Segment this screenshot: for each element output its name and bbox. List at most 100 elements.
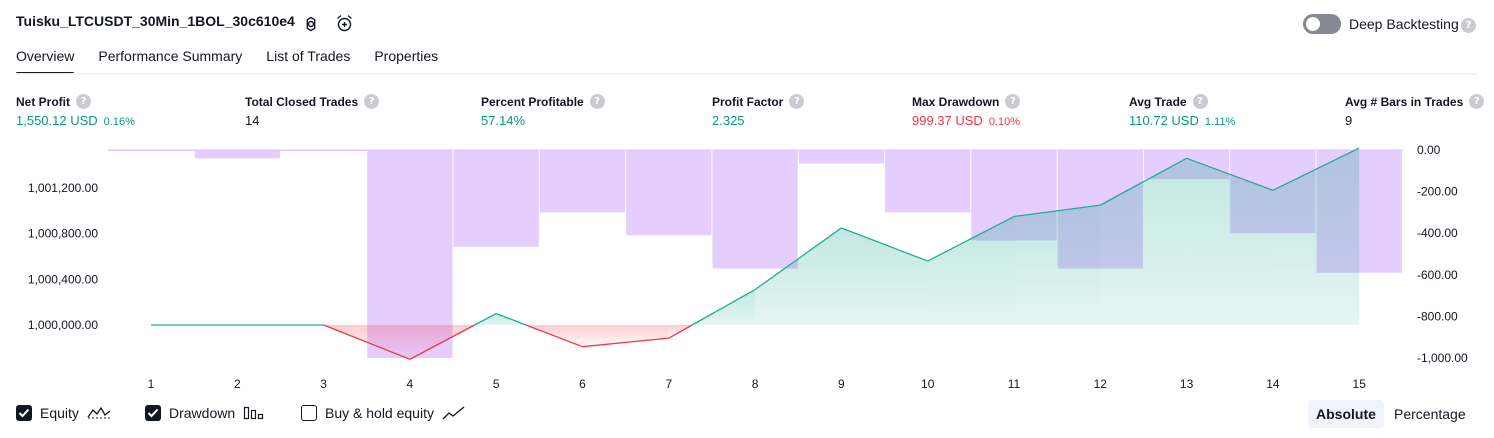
info-icon[interactable]: ? xyxy=(1469,94,1485,109)
legend-buy-hold[interactable]: Buy & hold equity xyxy=(301,405,466,421)
tab-divider xyxy=(16,73,1477,75)
x-tick-label: 3 xyxy=(320,377,327,391)
buy-hold-line-icon xyxy=(442,406,465,420)
metric-net-profit: Net Profit? 1,550.12 USD 0.16% xyxy=(16,93,135,128)
info-icon[interactable]: ? xyxy=(1005,94,1021,109)
metric-value: 1,550.12 USD xyxy=(16,113,98,128)
drawdown-bar xyxy=(798,150,885,164)
drawdown-bars-icon xyxy=(244,406,264,420)
equity-line-segment xyxy=(409,324,475,360)
y-right-tick-label: -800.00 xyxy=(1417,309,1458,323)
x-tick-label: 15 xyxy=(1353,377,1367,391)
metric-value: 2.325 xyxy=(712,113,745,128)
equity-line-segment xyxy=(1013,204,1101,218)
x-tick-label: 5 xyxy=(493,377,500,391)
drawdown-bar xyxy=(280,150,367,151)
x-tick-label: 2 xyxy=(234,377,241,391)
metric-value: 999.37 USD xyxy=(912,113,983,128)
gear-icon[interactable] xyxy=(301,14,321,34)
legend-buy-hold-label: Buy & hold equity xyxy=(325,405,434,421)
profit-area xyxy=(1186,158,1273,325)
metric-value: 57.14% xyxy=(481,113,526,128)
profit-area xyxy=(755,227,842,325)
tab-performance-summary[interactable]: Performance Summary xyxy=(98,48,243,64)
equity-line-icon xyxy=(87,406,111,419)
drawdown-bar xyxy=(108,150,194,151)
metric-avg-trade: Avg Trade? 110.72 USD 1.11% xyxy=(1129,93,1235,128)
equity-line-segment xyxy=(1099,157,1187,206)
profit-area xyxy=(1272,148,1360,325)
equity-drawdown-chart: 1,000,000.00 1,000,400.00 1,000,800.00 1,00… xyxy=(28,143,1468,391)
metric-percent: 0.10% xyxy=(988,116,1021,128)
x-tick-label: 6 xyxy=(579,377,586,391)
tab-properties[interactable]: Properties xyxy=(374,48,439,64)
profit-area xyxy=(474,313,497,325)
drawdown-checkbox[interactable] xyxy=(145,405,161,421)
equity-line-segment xyxy=(927,215,1015,262)
equity-line-segment xyxy=(1272,147,1360,191)
percentage-button[interactable]: Percentage xyxy=(1394,406,1466,422)
drawdown-bar xyxy=(885,150,971,213)
buy-hold-checkbox[interactable] xyxy=(301,405,317,421)
equity-line-segment xyxy=(525,324,583,348)
metric-label: Max Drawdown xyxy=(912,94,1000,109)
metric-max-drawdown: Max Drawdown? 999.37 USD 0.10% xyxy=(912,93,1021,128)
profit-area xyxy=(496,313,526,325)
metric-label: Avg # Bars in Trades xyxy=(1345,94,1464,109)
profit-area xyxy=(927,216,1014,325)
equity-line-segment xyxy=(582,337,669,348)
x-tick-label: 13 xyxy=(1180,377,1194,391)
equity-line-segment xyxy=(668,324,693,339)
legend-drawdown[interactable]: Drawdown xyxy=(145,405,265,421)
metric-value: 110.72 USD xyxy=(1129,113,1199,128)
x-tick-label: 7 xyxy=(665,377,672,391)
equity-checkbox[interactable] xyxy=(16,405,32,421)
legend-equity[interactable]: Equity xyxy=(16,405,111,421)
tab-overview[interactable]: Overview xyxy=(16,48,75,75)
equity-line-segment xyxy=(495,312,527,326)
metric-percent: 0.16% xyxy=(103,116,135,128)
info-icon[interactable]: ? xyxy=(364,94,380,109)
drawdown-bar xyxy=(453,150,539,247)
tab-list-of-trades[interactable]: List of Trades xyxy=(266,48,351,64)
metric-value: 9 xyxy=(1345,113,1353,128)
legend-equity-label: Equity xyxy=(40,405,79,421)
alarm-add-icon[interactable] xyxy=(335,14,355,34)
metric-percent-profitable: Percent Profitable? 57.14% xyxy=(481,93,605,128)
metric-label: Total Closed Trades xyxy=(245,94,359,109)
drawdown-bar xyxy=(539,150,626,213)
loss-area xyxy=(582,325,669,347)
x-tick-label: 10 xyxy=(921,377,935,391)
deep-backtesting-toggle[interactable] xyxy=(1303,14,1341,34)
info-icon[interactable]: ? xyxy=(789,94,805,109)
equity-line-segment xyxy=(1186,157,1274,191)
y-left-tick-label: 1,000,800.00 xyxy=(28,227,98,241)
help-icon[interactable]: ? xyxy=(1461,18,1476,33)
profit-area xyxy=(841,227,928,325)
metric-profit-factor: Profit Factor? 2.325 xyxy=(712,93,805,128)
y-left-tick-label: 1,000,400.00 xyxy=(28,272,98,286)
drawdown-bar xyxy=(712,150,798,269)
legend-drawdown-label: Drawdown xyxy=(169,405,236,421)
metric-total-closed-trades: Total Closed Trades? 14 xyxy=(245,93,380,128)
y-right-tick-label: -400.00 xyxy=(1417,226,1458,240)
info-icon[interactable]: ? xyxy=(1192,94,1208,109)
info-icon[interactable]: ? xyxy=(76,94,91,109)
absolute-button[interactable]: Absolute xyxy=(1308,400,1384,428)
y-right-tick-label: -600.00 xyxy=(1417,268,1458,282)
metric-value: 14 xyxy=(245,113,260,128)
x-tick-label: 14 xyxy=(1266,377,1280,391)
equity-line-segment xyxy=(691,289,756,326)
metric-label: Percent Profitable xyxy=(481,94,584,109)
metric-label: Profit Factor xyxy=(712,94,784,109)
metric-avg-bars: Avg # Bars in Trades? 9 xyxy=(1345,93,1485,128)
toggle-knob xyxy=(1306,17,1320,31)
drawdown-bar xyxy=(367,150,453,358)
y-right-tick-label: -1,000.00 xyxy=(1417,351,1468,365)
info-icon[interactable]: ? xyxy=(589,94,605,109)
equity-line-segment xyxy=(323,324,411,360)
x-tick-label: 9 xyxy=(838,377,845,391)
metric-label: Avg Trade xyxy=(1129,94,1187,109)
equity-line-segment xyxy=(841,227,928,262)
x-tick-label: 4 xyxy=(407,377,414,391)
